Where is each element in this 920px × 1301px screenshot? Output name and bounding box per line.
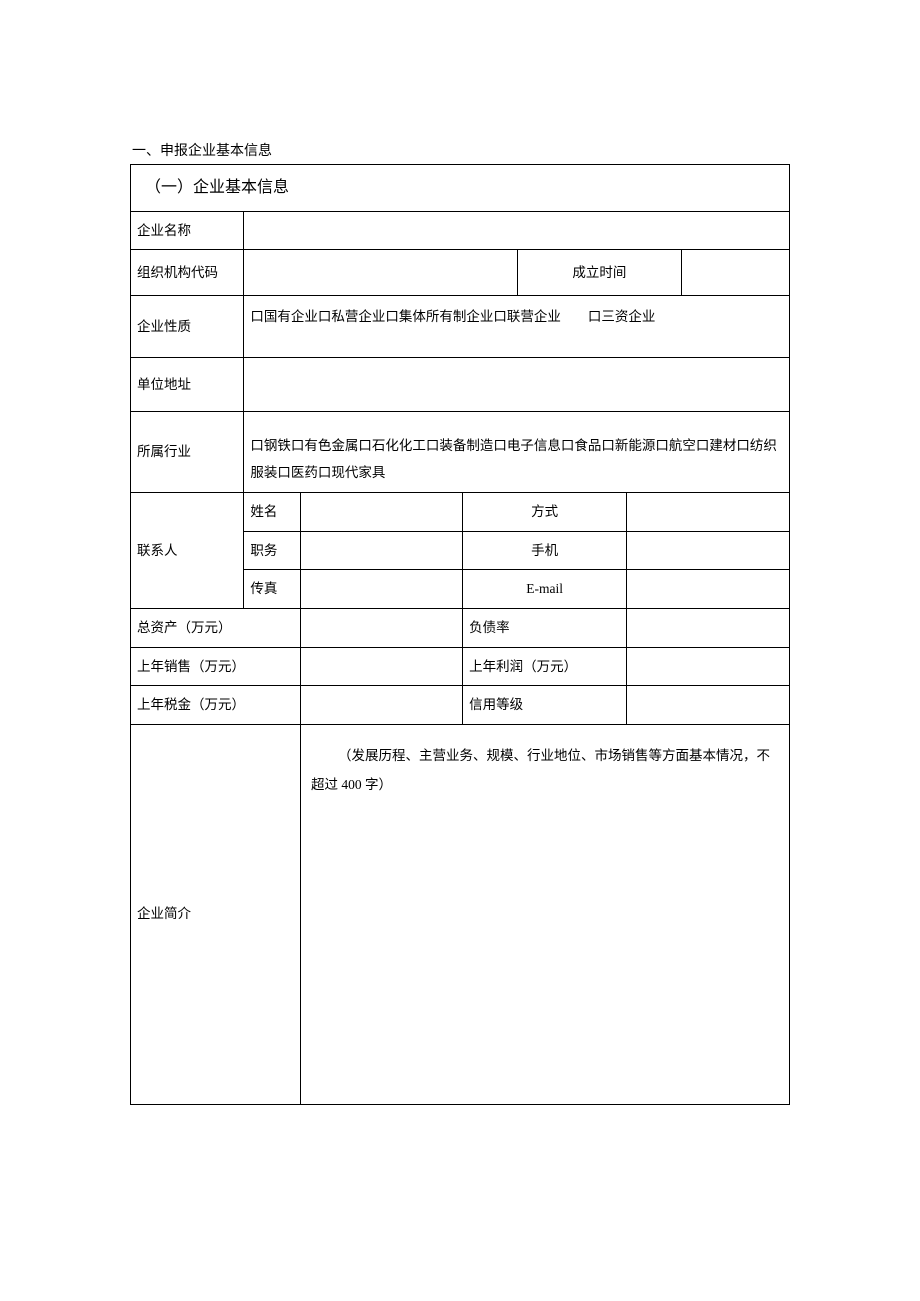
value-address[interactable] [244,358,790,412]
label-debt-ratio: 负债率 [463,608,627,647]
label-last-year-sales: 上年销售（万元） [131,647,301,686]
industry-row: 所属行业 口钢铁口有色金属口石化化工口装备制造口电子信息口食品口新能源口航空口建… [131,412,790,493]
value-credit-rating[interactable] [627,686,790,725]
label-contact-method: 方式 [463,493,627,532]
sales-row: 上年销售（万元） 上年利润（万元） [131,647,790,686]
value-contact-method[interactable] [627,493,790,532]
label-last-year-profit: 上年利润（万元） [463,647,627,686]
value-last-year-profit[interactable] [627,647,790,686]
value-contact-title[interactable] [301,531,463,570]
value-contact-email[interactable] [627,570,790,609]
label-contact-fax: 传真 [244,570,301,609]
label-company-brief: 企业简介 [131,724,301,1104]
label-last-year-tax: 上年税金（万元） [131,686,301,725]
value-last-year-sales[interactable] [301,647,463,686]
subsection-heading: （一）企业基本信息 [131,165,790,212]
label-contact: 联系人 [131,493,244,609]
value-last-year-tax[interactable] [301,686,463,725]
contact-row-1: 联系人 姓名 方式 [131,493,790,532]
label-contact-email: E-mail [463,570,627,609]
label-industry: 所属行业 [131,412,244,493]
value-company-name[interactable] [244,211,790,250]
value-establish-time[interactable] [681,250,789,296]
section-heading: 一、申报企业基本信息 [130,140,790,160]
label-contact-mobile: 手机 [463,531,627,570]
company-name-row: 企业名称 [131,211,790,250]
value-org-code[interactable] [244,250,517,296]
label-company-nature: 企业性质 [131,296,244,358]
subsection-row: （一）企业基本信息 [131,165,790,212]
form-table: （一）企业基本信息 企业名称 组织机构代码 成立时间 企业性质 口国有企业口私营… [130,164,790,1105]
value-contact-name[interactable] [301,493,463,532]
industry-options[interactable]: 口钢铁口有色金属口石化化工口装备制造口电子信息口食品口新能源口航空口建材口纺织服… [244,412,790,493]
label-contact-name: 姓名 [244,493,301,532]
assets-row: 总资产（万元） 负债率 [131,608,790,647]
org-code-row: 组织机构代码 成立时间 [131,250,790,296]
value-contact-mobile[interactable] [627,531,790,570]
label-total-assets: 总资产（万元） [131,608,301,647]
value-contact-fax[interactable] [301,570,463,609]
label-org-code: 组织机构代码 [131,250,244,296]
brief-hint[interactable]: （发展历程、主营业务、规模、行业地位、市场销售等方面基本情况，不超过 400 字… [301,724,790,1104]
tax-row: 上年税金（万元） 信用等级 [131,686,790,725]
brief-row: 企业简介 （发展历程、主营业务、规模、行业地位、市场销售等方面基本情况，不超过 … [131,724,790,1104]
label-contact-title: 职务 [244,531,301,570]
value-total-assets[interactable] [301,608,463,647]
label-credit-rating: 信用等级 [463,686,627,725]
label-establish-time: 成立时间 [517,250,681,296]
label-company-name: 企业名称 [131,211,244,250]
address-row: 单位地址 [131,358,790,412]
nature-options[interactable]: 口国有企业口私营企业口集体所有制企业口联营企业 口三资企业 [244,296,790,358]
label-address: 单位地址 [131,358,244,412]
page-container: 一、申报企业基本信息 （一）企业基本信息 企业名称 组织机构代码 成立时 [0,0,920,1105]
value-debt-ratio[interactable] [627,608,790,647]
nature-row: 企业性质 口国有企业口私营企业口集体所有制企业口联营企业 口三资企业 [131,296,790,358]
